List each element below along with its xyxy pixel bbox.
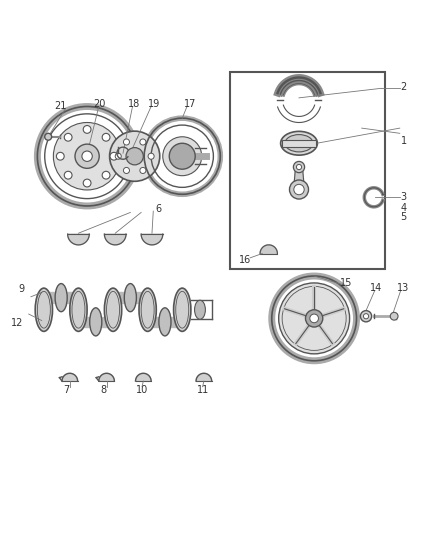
Circle shape bbox=[64, 133, 72, 141]
Ellipse shape bbox=[281, 131, 318, 155]
Ellipse shape bbox=[55, 284, 67, 312]
Circle shape bbox=[64, 171, 72, 179]
Text: 16: 16 bbox=[238, 255, 251, 265]
Text: 2: 2 bbox=[401, 82, 407, 92]
Ellipse shape bbox=[104, 288, 122, 332]
Circle shape bbox=[124, 139, 130, 145]
Polygon shape bbox=[141, 234, 163, 245]
Text: 10: 10 bbox=[136, 385, 148, 395]
Circle shape bbox=[163, 137, 202, 176]
Text: 12: 12 bbox=[11, 318, 23, 328]
Text: 21: 21 bbox=[55, 101, 67, 111]
Circle shape bbox=[83, 126, 91, 133]
Text: 15: 15 bbox=[340, 278, 353, 288]
Circle shape bbox=[53, 123, 121, 190]
Circle shape bbox=[305, 310, 323, 327]
Circle shape bbox=[124, 167, 130, 173]
Circle shape bbox=[140, 167, 146, 173]
Bar bbox=[230, 72, 385, 269]
Circle shape bbox=[110, 152, 118, 160]
Ellipse shape bbox=[285, 135, 313, 152]
Circle shape bbox=[279, 283, 350, 354]
Circle shape bbox=[360, 311, 372, 322]
Circle shape bbox=[126, 148, 143, 165]
Polygon shape bbox=[104, 234, 126, 245]
Text: 4: 4 bbox=[401, 203, 407, 213]
Text: 13: 13 bbox=[397, 283, 410, 293]
Circle shape bbox=[294, 184, 304, 195]
Circle shape bbox=[57, 152, 64, 160]
Text: 18: 18 bbox=[128, 99, 141, 109]
Bar bbox=[282, 140, 316, 147]
Text: 11: 11 bbox=[198, 385, 210, 395]
Ellipse shape bbox=[194, 300, 205, 319]
Ellipse shape bbox=[139, 288, 156, 332]
Circle shape bbox=[364, 313, 369, 319]
Ellipse shape bbox=[90, 308, 102, 336]
Ellipse shape bbox=[70, 288, 87, 332]
Ellipse shape bbox=[35, 288, 53, 332]
Ellipse shape bbox=[124, 284, 136, 312]
Polygon shape bbox=[152, 317, 178, 327]
Circle shape bbox=[83, 179, 91, 187]
Text: 1: 1 bbox=[401, 136, 407, 146]
Polygon shape bbox=[48, 293, 74, 303]
Text: 5: 5 bbox=[401, 212, 407, 222]
Polygon shape bbox=[294, 167, 304, 190]
Text: 8: 8 bbox=[100, 385, 106, 395]
Circle shape bbox=[45, 133, 52, 140]
Circle shape bbox=[169, 143, 195, 169]
Circle shape bbox=[75, 144, 99, 168]
Text: 6: 6 bbox=[155, 205, 161, 214]
Text: 20: 20 bbox=[94, 99, 106, 109]
Text: 17: 17 bbox=[184, 99, 196, 109]
Ellipse shape bbox=[159, 308, 171, 336]
Polygon shape bbox=[83, 317, 109, 327]
Circle shape bbox=[102, 171, 110, 179]
Circle shape bbox=[390, 312, 398, 320]
Circle shape bbox=[148, 153, 154, 159]
Circle shape bbox=[115, 153, 121, 159]
Polygon shape bbox=[99, 373, 114, 381]
Circle shape bbox=[102, 133, 110, 141]
Polygon shape bbox=[196, 373, 212, 381]
Circle shape bbox=[293, 161, 304, 173]
Circle shape bbox=[140, 139, 146, 145]
Text: 9: 9 bbox=[18, 285, 24, 294]
Circle shape bbox=[110, 131, 160, 181]
Text: 7: 7 bbox=[64, 385, 70, 395]
Ellipse shape bbox=[173, 288, 191, 332]
Polygon shape bbox=[260, 245, 277, 254]
Text: 19: 19 bbox=[148, 99, 160, 109]
Circle shape bbox=[297, 165, 302, 169]
Polygon shape bbox=[67, 234, 89, 245]
Circle shape bbox=[82, 151, 92, 161]
Circle shape bbox=[290, 180, 308, 199]
Polygon shape bbox=[117, 293, 143, 303]
Text: 14: 14 bbox=[371, 283, 383, 293]
Polygon shape bbox=[62, 373, 78, 381]
Polygon shape bbox=[135, 373, 151, 381]
Text: 3: 3 bbox=[401, 192, 407, 203]
Circle shape bbox=[310, 314, 318, 322]
